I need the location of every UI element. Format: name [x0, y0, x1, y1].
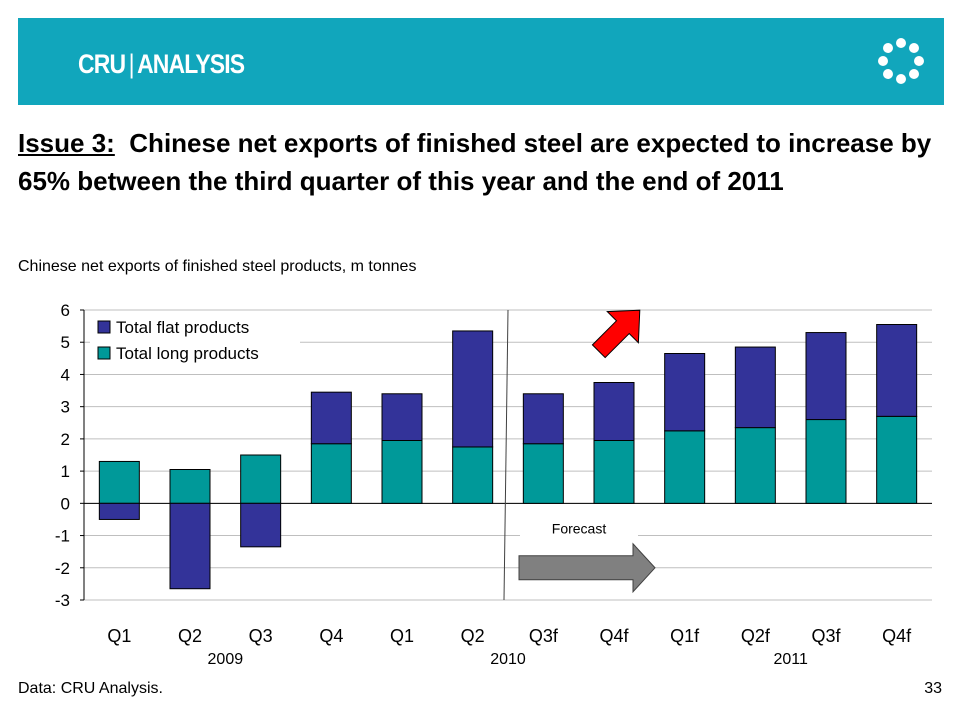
legend-label: Total long products: [116, 344, 259, 363]
x-tick-label: Q1f: [670, 626, 700, 646]
y-tick-label: 1: [61, 462, 70, 481]
brand-logo-text: CRU | ANALYSIS: [78, 49, 245, 80]
brand-divider: |: [128, 49, 135, 79]
legend-box: [90, 312, 300, 368]
bar-long-products: [452, 446, 494, 504]
slide-title: Issue 3: Chinese net exports of finished…: [18, 124, 948, 200]
year-label: 2011: [773, 651, 808, 668]
legend-label: Total flat products: [116, 318, 249, 337]
issue-label: Issue 3:: [18, 128, 115, 158]
y-tick-label: 0: [61, 494, 70, 513]
bar-long-products: [734, 427, 776, 504]
data-source: Data: CRU Analysis.: [18, 680, 163, 697]
bar-flat-products: [381, 393, 423, 441]
x-tick-label: Q2f: [741, 626, 771, 646]
bar-flat-products: [310, 391, 352, 445]
header-banner: CRU | ANALYSIS: [18, 18, 944, 105]
chart-subtitle: Chinese net exports of finished steel pr…: [18, 258, 417, 275]
x-tick-label: Q4f: [599, 626, 629, 646]
x-tick-label: Q3f: [529, 626, 559, 646]
year-label: 2010: [490, 651, 526, 668]
highlight-arrow-icon: [591, 309, 641, 359]
x-tick-label: Q4: [319, 626, 343, 646]
y-tick-label: 6: [61, 301, 70, 320]
forecast-label-bg: [520, 515, 638, 540]
y-tick-label: -1: [55, 527, 70, 546]
bar-long-products: [805, 419, 847, 504]
x-tick-label: Q1: [107, 626, 131, 646]
x-tick-label: Q3f: [811, 626, 841, 646]
x-tick-label: Q1: [390, 626, 414, 646]
bar-long-products: [169, 469, 211, 504]
y-tick-label: 5: [61, 333, 70, 352]
bar-long-products: [664, 430, 706, 504]
bar-long-products: [240, 454, 282, 504]
bar-flat-products: [664, 353, 706, 432]
bar-flat-products: [876, 324, 918, 417]
y-tick-label: 4: [61, 365, 70, 384]
page-number: 33: [924, 680, 942, 697]
y-tick-label: -3: [55, 591, 70, 610]
stacked-bar-chart: 6 5 4 3 2 1 0 -1 -2 -3 Q1 Q2 Q3 Q4 Q1 Q2 Q3f Q4f Q1f Q2f Q3f…: [55, 301, 932, 668]
x-tick-label: Q3: [249, 626, 273, 646]
bar-flat-products: [734, 346, 776, 429]
bar-long-products: [381, 440, 423, 504]
bar-long-products: [593, 440, 635, 504]
title-text: Chinese net exports of finished steel ar…: [18, 128, 932, 196]
legend-swatch: [97, 320, 111, 334]
ring-of-dots-icon: [878, 38, 924, 84]
bar-long-products: [522, 443, 564, 504]
brand-name: ANALYSIS: [137, 49, 245, 79]
highlight-arrow-shape: [591, 309, 641, 359]
bar-flat-products: [805, 332, 847, 421]
y-tick-label: 2: [61, 430, 70, 449]
forecast-divider: [503, 309, 509, 601]
bar-flat-products: [522, 393, 564, 445]
y-tick-label: -2: [55, 559, 70, 578]
x-tick-label: Q4f: [882, 626, 912, 646]
x-tick-label: Q2: [461, 626, 485, 646]
legend-swatch: [97, 346, 111, 360]
brand-prefix: CRU: [78, 49, 126, 79]
bar-long-products: [310, 443, 352, 504]
forecast-label: Forecast: [552, 521, 607, 537]
forecast-arrow-icon: [518, 542, 656, 594]
bar-flat-products: [593, 382, 635, 441]
x-tick-label: Q2: [178, 626, 202, 646]
bar-long-products: [98, 460, 140, 504]
bar-flat-products: [169, 502, 211, 590]
y-tick-label: 3: [61, 398, 70, 417]
bar-flat-products: [452, 330, 494, 448]
bar-flat-products: [98, 502, 140, 520]
bar-long-products: [876, 415, 918, 504]
bar-flat-products: [240, 502, 282, 548]
year-label: 2009: [208, 651, 244, 668]
